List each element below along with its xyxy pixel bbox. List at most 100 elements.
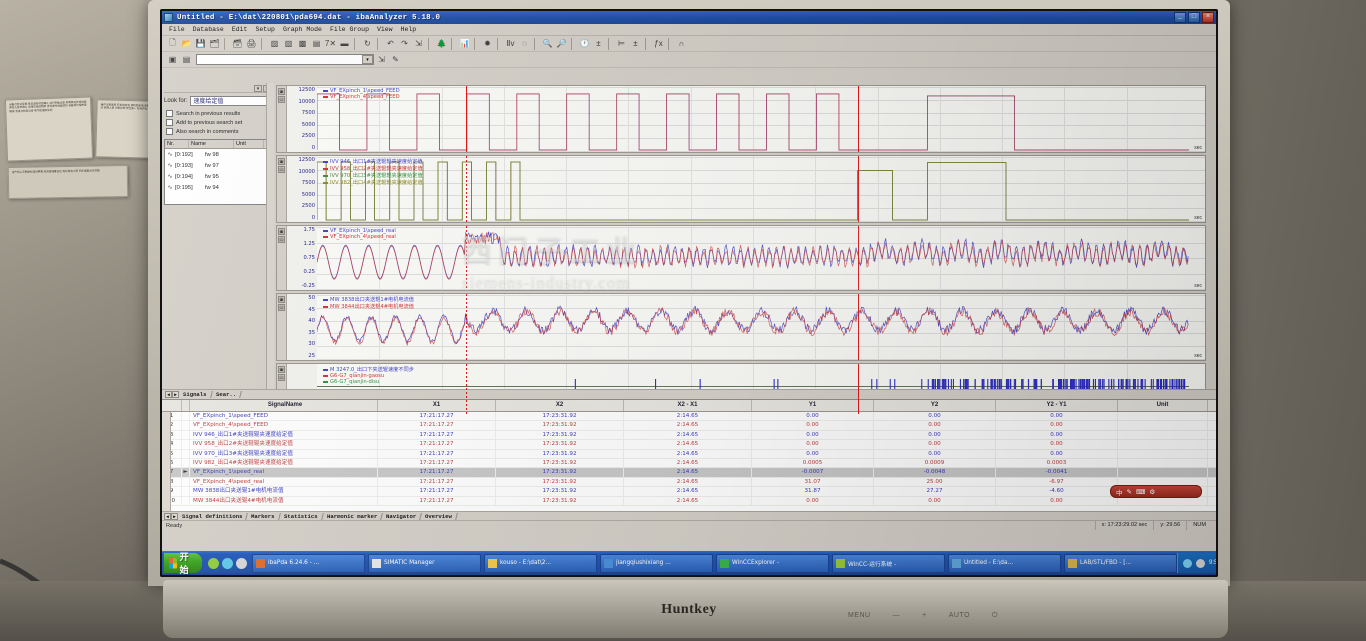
plot-area[interactable]: IVV 946_出口1#夹送辊辊夹速度给定值 IVV 958_出口2#夹送辊辊夹速…: [317, 156, 1205, 222]
zoom-in-icon[interactable]: 🔍: [542, 39, 553, 48]
marker-x1[interactable]: [465, 86, 467, 152]
desktop-icon[interactable]: [236, 557, 248, 569]
menu-edit[interactable]: Edit: [231, 26, 248, 33]
table-row[interactable]: 5 IVV 970_出口3#夹送辊辊夹速度给定值 17:21:17.27 17:23:…: [162, 449, 1216, 459]
panel-options-icon[interactable]: ▤: [278, 304, 285, 311]
search-option-row[interactable]: Search in previous results: [166, 110, 271, 117]
sidebar-scrollbar[interactable]: [266, 83, 274, 513]
header-y1[interactable]: Y1: [752, 400, 874, 411]
print-icon[interactable]: 🖨: [246, 39, 257, 48]
export-icon[interactable]: ⇲: [415, 39, 422, 48]
function-icon[interactable]: ƒx: [654, 39, 663, 48]
table-row[interactable]: 6 IVV 982_出口4#夹送辊辊夹速度给定值 17:21:17.27 17:23:…: [162, 458, 1216, 469]
search-result-row[interactable]: ∿ [0:192] fw 98: [165, 149, 270, 160]
report-icon[interactable]: 📊: [459, 39, 470, 48]
apply-expr-icon[interactable]: ⇲: [378, 55, 385, 64]
history-icon[interactable]: ◌: [522, 39, 527, 48]
open-icon[interactable]: 📂: [181, 39, 192, 48]
ime-button-1[interactable]: ✎: [1126, 488, 1132, 496]
menu-file-group[interactable]: File Group: [329, 26, 369, 33]
panel-options-icon[interactable]: ▤: [278, 96, 285, 103]
tab-signal-definitions[interactable]: Signal definitions: [177, 512, 249, 520]
open-group-icon[interactable]: 🗃: [232, 39, 243, 48]
expr-left-icon[interactable]: ▣: [168, 55, 177, 64]
ime-button-0[interactable]: 中: [1116, 489, 1123, 497]
start-button[interactable]: 开始: [164, 553, 203, 575]
tray-clock[interactable]: 9:57: [1209, 560, 1216, 566]
plot-area[interactable]: VF_EXpinch_1\speed_FEED VF_EXpinch_4\spee…: [317, 86, 1205, 152]
expr-right-icon[interactable]: ▤: [182, 55, 191, 64]
marker-x1[interactable]: [465, 226, 467, 290]
graph-b-icon[interactable]: ▧: [284, 39, 293, 48]
marker-x1[interactable]: [465, 364, 467, 414]
taskbar-item-wincc-explorer[interactable]: WinCCExplorer -: [716, 553, 830, 573]
table-row[interactable]: 4 IVV 958_出口2#夹送辊辊夹速度给定值 17:21:17.27 17:23:…: [162, 440, 1216, 450]
header-signalname[interactable]: SignalName: [190, 400, 378, 411]
panel-speed-feed[interactable]: ▣ ▤ 12500 10000 7500 5000 2500 0 VF_EXpinch_1\sp…: [276, 85, 1206, 153]
menu-help[interactable]: Help: [400, 26, 417, 33]
ime-button-3[interactable]: ⚙: [1149, 488, 1156, 496]
tab-navigator[interactable]: Navigator: [381, 512, 422, 520]
header-x1[interactable]: X1: [378, 400, 496, 411]
chevron-down-icon[interactable]: ▾: [362, 55, 373, 64]
graph-d-icon[interactable]: ▤: [312, 39, 321, 48]
tab-scroll-right[interactable]: ►: [171, 512, 178, 520]
marker-x2[interactable]: [858, 156, 860, 222]
tree-icon[interactable]: 🌲: [436, 39, 447, 48]
header-unit[interactable]: Unit: [1118, 400, 1208, 411]
browser-icon[interactable]: [222, 557, 234, 569]
ime-button-2[interactable]: ⌨: [1135, 488, 1146, 496]
plot-area[interactable]: MW 3838出口夹送辊1#电机电流值 MW 3844出口夹送辊4#电机电流值 se…: [317, 294, 1205, 360]
inner-tab-search[interactable]: Sear..: [210, 391, 242, 398]
expression-combo[interactable]: ▾: [196, 54, 374, 65]
tab-overview[interactable]: Overview: [420, 512, 458, 520]
panel-collapse-button[interactable]: ▾: [254, 85, 262, 92]
osd-button-0[interactable]: MENU: [848, 612, 871, 619]
panel-motor-current[interactable]: ▣ ▤ 50 45 40 35 30 25 MW 3838出口夹送辊1#电机电流值 MW 3844…: [276, 293, 1206, 361]
osd-button-3[interactable]: AUTO: [948, 612, 971, 619]
search-results-table[interactable]: Nr. Name Unit ∿ [0:192] fw 98 ∿ [0:193] fw 97…: [164, 139, 271, 205]
taskbar-item-explorer-dat[interactable]: kouso - E:\dat\2...: [484, 553, 598, 573]
panel-scale-icon[interactable]: ▣: [278, 158, 285, 165]
table-row[interactable]: 10 MW 3844出口夹送辊4#电机电流值 17:21:17.27 17:23:31…: [162, 496, 1216, 506]
volume-icon[interactable]: [1183, 558, 1193, 568]
maximize-button[interactable]: □: [1188, 12, 1200, 23]
inner-tab-prev[interactable]: ◄: [165, 391, 172, 398]
taskbar-item-ibaPda[interactable]: ibaPda 6.24.6 - ...: [252, 553, 366, 573]
marker-x2[interactable]: [858, 86, 860, 152]
undo-icon[interactable]: ↶: [387, 39, 394, 48]
table-row[interactable]: 8 VF_EXpinch_4\speed_real 17:21:17.27 17:23…: [162, 477, 1216, 488]
search-option-row[interactable]: Add to previous search set: [166, 119, 271, 126]
panel-options-icon[interactable]: ▤: [278, 236, 285, 243]
search-result-row[interactable]: ∿ [0:194] fw 95: [165, 171, 270, 182]
marker-x2[interactable]: [858, 294, 860, 360]
marker-x2[interactable]: [858, 364, 860, 414]
panel-speed-real[interactable]: ▣ ▤ 1.75 1.25 0.75 0.25 -0.25 VF_EXpinch_1\spee…: [276, 225, 1206, 291]
menu-view[interactable]: View: [376, 26, 393, 33]
checkbox-0[interactable]: [166, 110, 173, 117]
panel-scale-icon[interactable]: ▣: [278, 366, 285, 373]
panel-iv-speed-setpoint[interactable]: ▣ ▤ 12500 10000 7500 5000 2500 0 IVV 946_出口1#夹送辊…: [276, 155, 1206, 223]
new-icon[interactable]: 🗋: [169, 37, 176, 47]
network-icon[interactable]: [1196, 558, 1206, 568]
panel-scale-icon[interactable]: ▣: [278, 296, 285, 303]
taskbar-item-simatic-manager[interactable]: SIMATIC Manager: [368, 553, 482, 573]
globe-icon[interactable]: ✹: [484, 39, 491, 48]
table-row[interactable]: 7 ► VF_EXpinch_1\speed_real 17:21:17.27 17:2…: [162, 468, 1216, 478]
open-pda-icon[interactable]: 🗂: [209, 39, 220, 48]
inner-tab-signals[interactable]: Signals: [178, 391, 213, 398]
search-input[interactable]: 速度给定值: [190, 96, 271, 106]
panel-scale-icon[interactable]: ▣: [278, 88, 285, 95]
graph-bar-icon[interactable]: ▬: [340, 39, 349, 48]
plot-area[interactable]: VF_EXpinch_1\speed_real VF_EXpinch_4\spee…: [317, 226, 1205, 290]
signal-icon[interactable]: ∩: [678, 39, 685, 48]
table-row[interactable]: 3 IVV 946_出口1#夹送辊辊夹速度给定值 17:21:17.27 17:23:…: [162, 430, 1216, 441]
taskbar-item-untitled-iba[interactable]: Untitled - E:\da...: [948, 553, 1062, 573]
panel-options-icon[interactable]: ▤: [278, 166, 285, 173]
table-row[interactable]: 9 MW 3838出口夹送辊1#电机电流值 17:21:17.27 17:23:31.…: [162, 487, 1216, 497]
media-player-icon[interactable]: [208, 557, 220, 569]
display-icon[interactable]: Ⅱv: [506, 39, 515, 48]
graph-c-icon[interactable]: ▩: [298, 39, 307, 48]
menu-setup[interactable]: Setup: [255, 26, 275, 33]
checkbox-2[interactable]: [166, 128, 173, 135]
